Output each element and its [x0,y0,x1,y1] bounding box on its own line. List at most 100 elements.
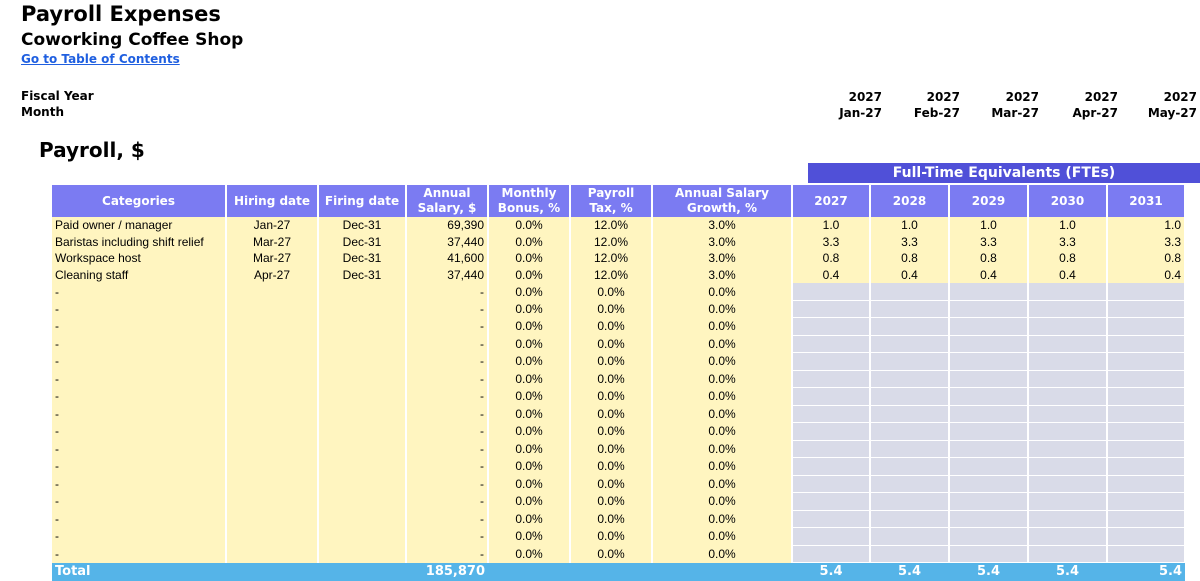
fte-cell[interactable] [1107,440,1185,458]
fte-cell[interactable] [870,458,949,476]
growth-cell[interactable]: 0.0% [652,370,792,388]
category-cell[interactable]: - [52,545,226,563]
category-cell[interactable]: - [52,423,226,441]
fte-cell[interactable] [1107,335,1185,353]
firing-date-cell[interactable] [318,440,406,458]
bonus-cell[interactable]: 0.0% [488,234,570,251]
fte-cell[interactable] [949,423,1028,441]
firing-date-cell[interactable] [318,335,406,353]
hiring-date-cell[interactable] [226,475,318,493]
bonus-cell[interactable]: 0.0% [488,423,570,441]
category-cell[interactable]: - [52,475,226,493]
fte-cell[interactable] [792,510,870,528]
bonus-cell[interactable]: 0.0% [488,370,570,388]
fte-cell[interactable] [1028,475,1107,493]
salary-cell[interactable]: 37,440 [406,234,488,251]
firing-date-cell[interactable]: Dec-31 [318,250,406,267]
hiring-date-cell[interactable] [226,510,318,528]
tax-cell[interactable]: 12.0% [570,267,652,284]
tax-cell[interactable]: 0.0% [570,388,652,406]
fte-cell[interactable] [870,440,949,458]
firing-date-cell[interactable] [318,283,406,300]
fte-cell[interactable] [792,318,870,336]
growth-cell[interactable]: 3.0% [652,267,792,284]
tax-cell[interactable]: 0.0% [570,423,652,441]
growth-cell[interactable]: 0.0% [652,405,792,423]
category-cell[interactable]: - [52,370,226,388]
fte-cell[interactable] [792,353,870,371]
growth-cell[interactable]: 0.0% [652,510,792,528]
hiring-date-cell[interactable] [226,353,318,371]
fte-cell[interactable] [1028,370,1107,388]
fte-cell[interactable]: 1.0 [1028,217,1107,234]
salary-cell[interactable]: - [406,528,488,546]
fte-cell[interactable] [870,283,949,300]
fte-cell[interactable] [870,300,949,318]
fte-cell[interactable] [792,545,870,563]
category-cell[interactable]: - [52,388,226,406]
growth-cell[interactable]: 0.0% [652,283,792,300]
category-cell[interactable]: - [52,335,226,353]
hiring-date-cell[interactable] [226,300,318,318]
fte-cell[interactable] [1107,423,1185,441]
fte-cell[interactable] [1107,353,1185,371]
fte-cell[interactable]: 3.3 [1028,234,1107,251]
salary-cell[interactable]: - [406,353,488,371]
tax-cell[interactable]: 0.0% [570,545,652,563]
fte-cell[interactable]: 3.3 [792,234,870,251]
salary-cell[interactable]: - [406,493,488,511]
category-cell[interactable]: - [52,440,226,458]
growth-cell[interactable]: 3.0% [652,217,792,234]
fte-cell[interactable] [949,318,1028,336]
growth-cell[interactable]: 0.0% [652,545,792,563]
category-cell[interactable]: Cleaning staff [52,267,226,284]
fte-cell[interactable]: 1.0 [870,217,949,234]
fte-cell[interactable] [1107,405,1185,423]
category-cell[interactable]: Baristas including shift relief [52,234,226,251]
fte-cell[interactable] [870,510,949,528]
fte-cell[interactable]: 3.3 [949,234,1028,251]
hiring-date-cell[interactable] [226,318,318,336]
tax-cell[interactable]: 12.0% [570,217,652,234]
fte-cell[interactable] [949,440,1028,458]
fte-cell[interactable] [792,405,870,423]
fte-cell[interactable] [870,353,949,371]
tax-cell[interactable]: 0.0% [570,528,652,546]
salary-cell[interactable]: - [406,300,488,318]
tax-cell[interactable]: 0.0% [570,283,652,300]
bonus-cell[interactable]: 0.0% [488,493,570,511]
category-cell[interactable]: Paid owner / manager [52,217,226,234]
fte-cell[interactable] [1028,423,1107,441]
fte-cell[interactable] [949,545,1028,563]
category-cell[interactable]: - [52,283,226,300]
fte-cell[interactable] [870,318,949,336]
tax-cell[interactable]: 0.0% [570,335,652,353]
fte-cell[interactable] [1028,405,1107,423]
fte-cell[interactable]: 1.0 [792,217,870,234]
growth-cell[interactable]: 0.0% [652,318,792,336]
bonus-cell[interactable]: 0.0% [488,528,570,546]
tax-cell[interactable]: 0.0% [570,458,652,476]
fte-cell[interactable] [870,423,949,441]
growth-cell[interactable]: 0.0% [652,300,792,318]
fte-cell[interactable]: 0.4 [792,267,870,284]
fte-cell[interactable] [949,353,1028,371]
fte-cell[interactable] [1028,458,1107,476]
fte-cell[interactable] [1107,388,1185,406]
salary-cell[interactable]: - [406,423,488,441]
fte-cell[interactable] [1028,528,1107,546]
fte-cell[interactable] [1107,528,1185,546]
bonus-cell[interactable]: 0.0% [488,335,570,353]
fte-cell[interactable] [1107,458,1185,476]
growth-cell[interactable]: 0.0% [652,528,792,546]
growth-cell[interactable]: 0.0% [652,353,792,371]
bonus-cell[interactable]: 0.0% [488,318,570,336]
fte-cell[interactable] [1107,318,1185,336]
hiring-date-cell[interactable] [226,528,318,546]
bonus-cell[interactable]: 0.0% [488,283,570,300]
tax-cell[interactable]: 12.0% [570,234,652,251]
bonus-cell[interactable]: 0.0% [488,217,570,234]
fte-cell[interactable] [1028,318,1107,336]
hiring-date-cell[interactable]: Jan-27 [226,217,318,234]
fte-cell[interactable]: 3.3 [870,234,949,251]
